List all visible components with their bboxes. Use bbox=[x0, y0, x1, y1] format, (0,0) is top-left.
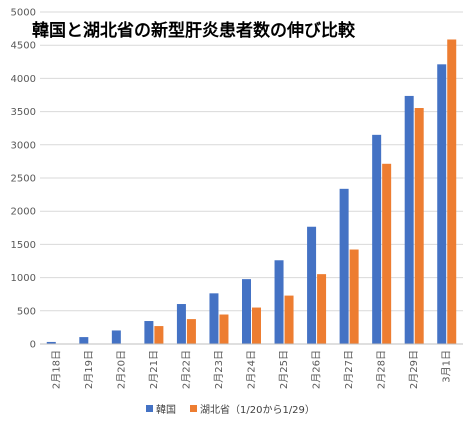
y-tick-label: 500 bbox=[17, 306, 36, 317]
x-tick-label: 3月1日 bbox=[441, 350, 453, 383]
bar-series-2 bbox=[349, 249, 359, 344]
bar-series-1 bbox=[242, 279, 251, 344]
y-tick-label: 2000 bbox=[11, 207, 36, 218]
bar-series-2 bbox=[252, 307, 261, 344]
legend-label: 韓国 bbox=[156, 404, 176, 416]
bar-series-1 bbox=[46, 341, 56, 344]
x-tick-label: 2月20日 bbox=[115, 350, 127, 389]
bar-series-1 bbox=[144, 321, 154, 344]
x-tick-label: 2月18日 bbox=[50, 350, 62, 389]
bars bbox=[46, 39, 457, 345]
bar-series-2 bbox=[219, 314, 229, 344]
bar-series-2 bbox=[284, 295, 294, 344]
bar-series-2 bbox=[382, 163, 392, 344]
y-tick-label: 0 bbox=[30, 340, 36, 351]
bar-series-2 bbox=[317, 274, 327, 344]
legend-swatch bbox=[190, 405, 197, 412]
bar-series-1 bbox=[339, 188, 349, 344]
bar-series-2 bbox=[414, 108, 424, 344]
bar-series-1 bbox=[404, 95, 414, 345]
bar-series-2 bbox=[154, 326, 164, 344]
x-tick-label: 2月25日 bbox=[278, 350, 290, 389]
x-tick-label: 2月21日 bbox=[148, 350, 160, 389]
legend-label: 湖北省（1/20から1/29） bbox=[200, 403, 315, 416]
bar-series-1 bbox=[372, 134, 382, 344]
bar-series-1 bbox=[437, 64, 447, 345]
y-tick-label: 3000 bbox=[11, 140, 36, 151]
bar-series-2 bbox=[447, 39, 457, 345]
bar-series-2 bbox=[186, 319, 196, 344]
legend: 韓国 湖北省（1/20から1/29） bbox=[146, 403, 315, 416]
y-tick-label: 2500 bbox=[11, 174, 36, 185]
bar-series-1 bbox=[111, 330, 121, 344]
y-tick-label: 1000 bbox=[11, 273, 36, 284]
x-tick-label: 2月19日 bbox=[83, 350, 95, 389]
legend-swatch bbox=[146, 405, 153, 412]
y-tick-label: 4000 bbox=[11, 74, 36, 85]
chart-title: 韓国と湖北省の新型肝炎患者数の伸び比較 bbox=[32, 20, 356, 41]
x-tick-label: 2月22日 bbox=[180, 350, 192, 389]
x-tick-label: 2月27日 bbox=[343, 350, 355, 389]
bar-series-1 bbox=[209, 293, 219, 344]
y-tick-label: 5000 bbox=[11, 8, 36, 19]
bar-series-1 bbox=[307, 226, 317, 344]
x-tick-label: 2月23日 bbox=[213, 350, 225, 389]
y-tick-label: 3500 bbox=[11, 107, 36, 118]
y-tick-label: 4500 bbox=[11, 41, 36, 52]
bar-series-1 bbox=[176, 304, 186, 344]
x-tick-label: 2月29日 bbox=[408, 350, 420, 389]
bar-series-1 bbox=[79, 337, 89, 344]
bar-series-1 bbox=[274, 260, 284, 344]
x-tick-label: 2月24日 bbox=[246, 350, 258, 389]
x-tick-label: 2月26日 bbox=[311, 350, 323, 389]
gridlines bbox=[40, 11, 463, 312]
axes: 0 500 1000 1500 2000 2500 3000 3500 4000 4500 5000… bbox=[11, 8, 463, 389]
y-tick-label: 1500 bbox=[11, 240, 36, 251]
x-tick-label: 2月28日 bbox=[376, 350, 388, 389]
